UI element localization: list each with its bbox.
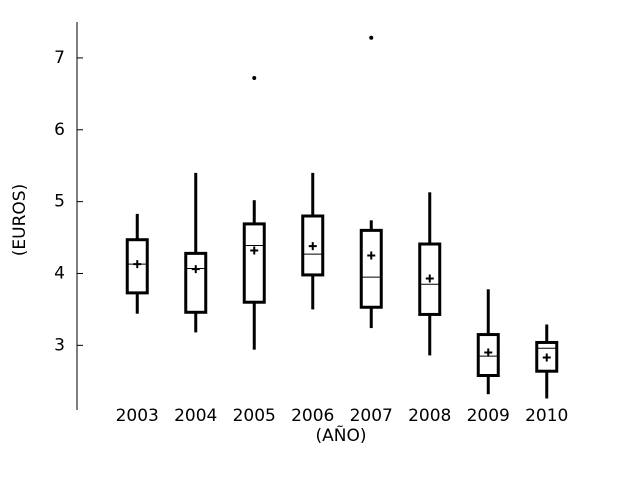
box bbox=[359, 228, 383, 309]
x-axis-label: (AÑO) bbox=[316, 424, 367, 446]
y-tick-label: 3 bbox=[54, 335, 65, 355]
y-tick-label: 4 bbox=[54, 263, 65, 283]
x-tick-label: 2003 bbox=[116, 406, 159, 426]
y-tick-label: 6 bbox=[54, 120, 65, 140]
mean-marker bbox=[133, 260, 142, 269]
y-axis-label: (EUROS) bbox=[10, 184, 30, 256]
mean-marker bbox=[484, 348, 493, 357]
x-tick-label: 2005 bbox=[233, 406, 276, 426]
x-tick-label: 2004 bbox=[174, 406, 217, 426]
x-tick-label: 2010 bbox=[525, 406, 568, 426]
mean-marker bbox=[425, 274, 434, 283]
mean-marker bbox=[191, 265, 200, 274]
x-tick-label: 2007 bbox=[350, 406, 393, 426]
outlier bbox=[369, 35, 374, 40]
mean-marker bbox=[542, 353, 551, 362]
x-tick-label: 2006 bbox=[291, 406, 334, 426]
mean-marker bbox=[367, 251, 376, 260]
outlier bbox=[252, 76, 257, 81]
x-tick-label: 2009 bbox=[467, 406, 510, 426]
box bbox=[184, 251, 208, 314]
mean-marker bbox=[308, 242, 317, 251]
y-tick-label: 5 bbox=[54, 192, 65, 212]
y-tick-label: 7 bbox=[54, 48, 65, 68]
mean-marker bbox=[250, 246, 259, 255]
x-tick-label: 2008 bbox=[408, 406, 451, 426]
box bbox=[242, 222, 266, 304]
